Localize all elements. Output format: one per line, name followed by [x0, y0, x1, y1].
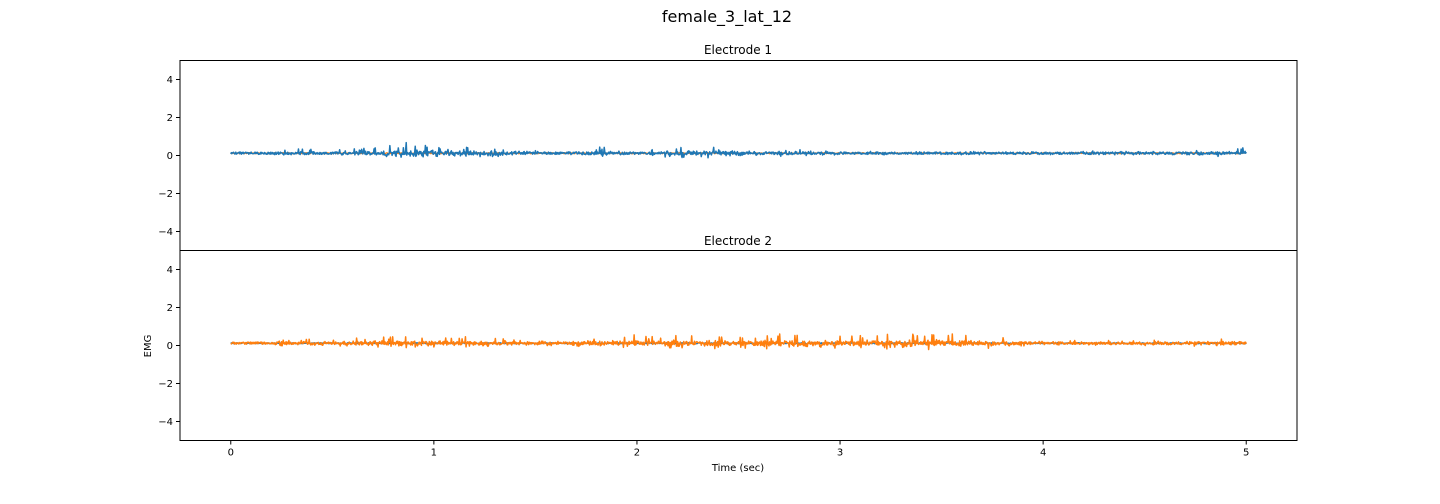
x-axis-label: Time (sec) — [711, 463, 764, 474]
y-tick-label: 0 — [167, 151, 173, 162]
y-tick-label: −4 — [158, 417, 173, 428]
y-tick-label: 0 — [167, 341, 173, 352]
panel-electrode-2: Electrode 2 4 2 0 −2 −4 0 1 2 3 4 5 Time (sec) EM… — [143, 234, 1298, 474]
y-tick-label: 2 — [167, 113, 173, 124]
series-line-blue — [230, 141, 1247, 159]
panel-2-xticks: 0 1 2 3 4 5 — [228, 440, 1249, 459]
y-tick-label: 2 — [167, 303, 173, 314]
panel-1-traces — [230, 141, 1247, 159]
series-line-orange — [230, 333, 1247, 351]
x-tick-label: 5 — [1243, 448, 1249, 459]
x-tick-label: 0 — [228, 448, 234, 459]
y-tick-label: −4 — [158, 227, 173, 238]
y-tick-label: 4 — [167, 265, 173, 276]
y-axis-label: EMG — [143, 335, 154, 358]
panel-2-traces — [230, 333, 1247, 351]
y-tick-label: −2 — [158, 189, 173, 200]
panel-1-title: Electrode 1 — [704, 43, 772, 57]
figure-suptitle: female_3_lat_12 — [662, 7, 792, 27]
panel-2-title: Electrode 2 — [704, 234, 772, 248]
y-tick-label: 4 — [167, 75, 173, 86]
panel-2-yticks: 4 2 0 −2 −4 — [158, 265, 180, 428]
x-tick-label: 1 — [431, 448, 437, 459]
x-tick-label: 3 — [837, 448, 843, 459]
x-tick-label: 4 — [1040, 448, 1046, 459]
panel-2-frame — [179, 250, 1298, 441]
y-tick-label: −2 — [158, 379, 173, 390]
x-tick-label: 2 — [634, 448, 640, 459]
panel-1-yticks: 4 2 0 −2 −4 — [158, 75, 180, 238]
